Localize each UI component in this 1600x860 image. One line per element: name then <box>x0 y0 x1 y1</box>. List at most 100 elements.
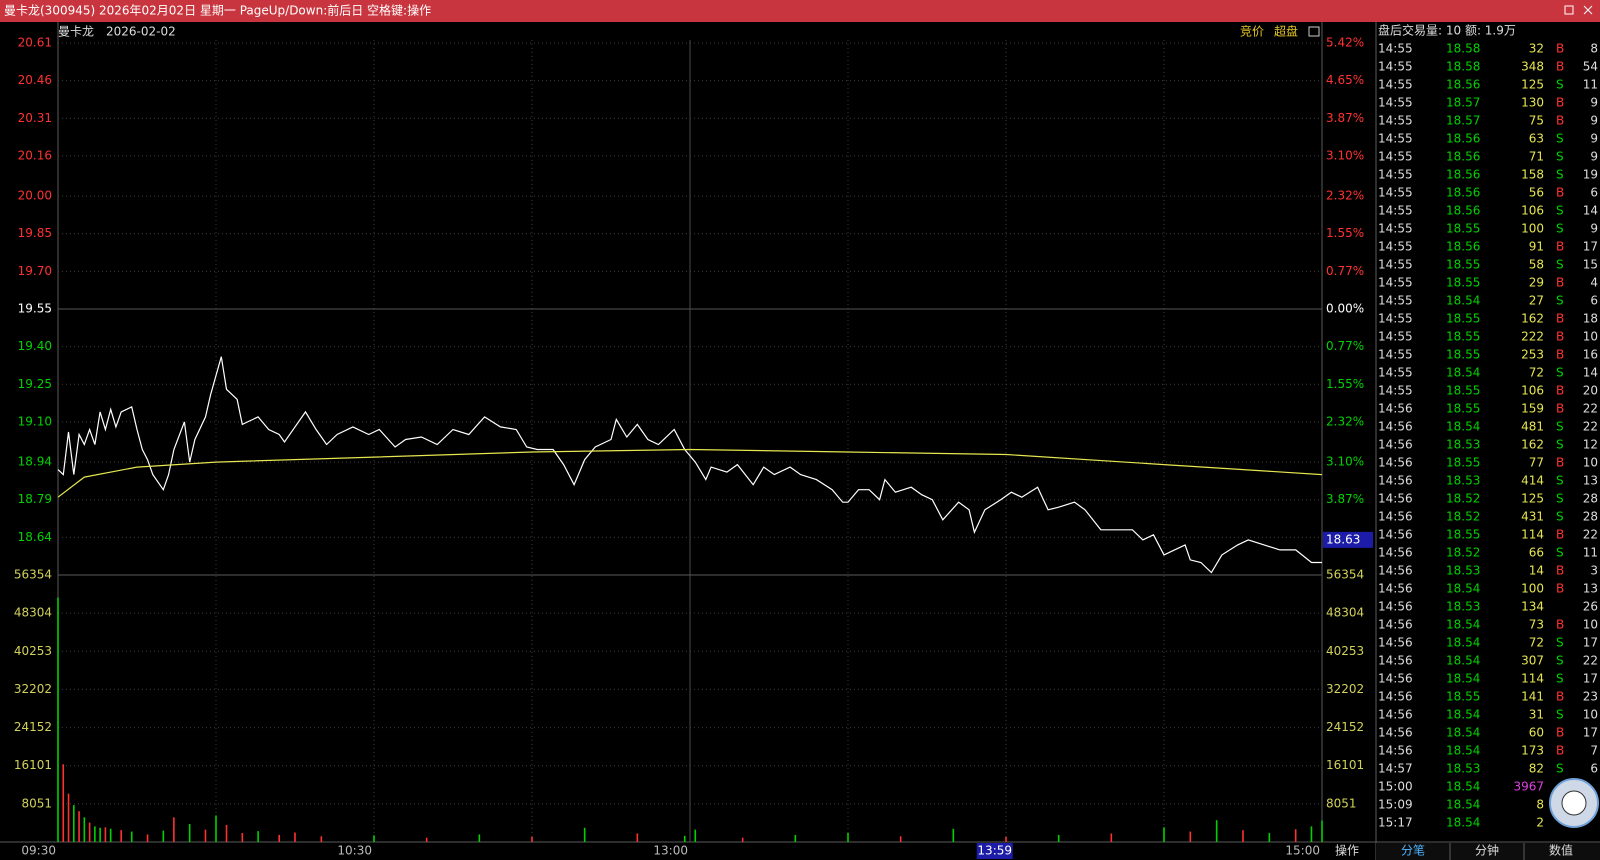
trade-count: 54 <box>1583 60 1598 74</box>
trade-price: 18.55 <box>1446 528 1480 542</box>
trade-count: 18 <box>1583 312 1598 326</box>
toolbar-icon[interactable] <box>1308 26 1320 37</box>
trade-volume: 158 <box>1521 168 1544 182</box>
trade-price: 18.56 <box>1446 132 1480 146</box>
volume-tick-label: 48304 <box>1326 606 1364 620</box>
trade-row: 14:56 18.53 134 26 <box>1378 600 1598 614</box>
volume-tick-label: 40253 <box>1326 644 1364 658</box>
trade-row: 14:56 18.55 141 B 23 <box>1378 690 1598 704</box>
trade-row: 14:55 18.56 158 S 19 <box>1378 168 1598 182</box>
volume-bar <box>294 832 296 842</box>
close-button[interactable] <box>1583 5 1593 15</box>
trade-count: 10 <box>1583 618 1598 632</box>
price-tick-label: 20.46 <box>18 73 52 87</box>
volume-bar <box>741 837 744 842</box>
trade-side: B <box>1556 240 1564 254</box>
trade-price: 18.54 <box>1446 420 1480 434</box>
trade-count: 17 <box>1583 672 1598 686</box>
volume-bar <box>173 817 175 842</box>
volume-tick-label: 16101 <box>14 758 52 772</box>
trade-row: 14:55 18.55 29 B 4 <box>1378 276 1598 290</box>
trade-row: 14:55 18.56 125 S 11 <box>1378 78 1598 92</box>
trade-price: 18.55 <box>1446 222 1480 236</box>
panel-tab[interactable]: 分钟 <box>1475 843 1499 858</box>
trade-side: B <box>1556 384 1564 398</box>
trade-row: 14:55 18.56 63 S 9 <box>1378 132 1598 146</box>
percent-tick-label: 2.32% <box>1326 189 1364 203</box>
percent-tick-label: 4.65% <box>1326 73 1364 87</box>
volume-tick-label: 32202 <box>14 682 52 696</box>
volume-tick-label: 8051 <box>1326 796 1357 810</box>
panel-tab[interactable]: 数值 <box>1549 843 1573 858</box>
trade-volume: 307 <box>1521 654 1544 668</box>
trade-volume: 173 <box>1521 744 1544 758</box>
trade-count: 9 <box>1590 114 1598 128</box>
volume-bar <box>583 827 586 842</box>
trade-price: 18.54 <box>1446 618 1480 632</box>
volume-bar <box>241 832 244 842</box>
price-tick-label: 19.25 <box>18 377 52 391</box>
trade-count: 19 <box>1583 168 1598 182</box>
volume-bar <box>683 835 686 842</box>
trade-volume: 100 <box>1521 222 1544 236</box>
trade-side: S <box>1556 474 1564 488</box>
trade-side: B <box>1556 618 1564 632</box>
trade-time: 14:55 <box>1378 222 1413 236</box>
window-controls[interactable] <box>1564 5 1593 15</box>
toolbar-button[interactable]: 超盘 <box>1274 24 1298 39</box>
trade-volume: 63 <box>1529 132 1544 146</box>
trade-time: 14:55 <box>1378 258 1413 272</box>
toolbar-button[interactable]: 竞价 <box>1240 25 1264 39</box>
trade-side: B <box>1556 330 1564 344</box>
chart-tab[interactable]: 操作 <box>1335 843 1359 858</box>
trade-side: S <box>1556 762 1564 776</box>
trade-count: 3 <box>1590 564 1598 578</box>
volume-bar <box>1310 826 1313 842</box>
trade-count: 9 <box>1590 222 1598 236</box>
trade-volume: 27 <box>1529 294 1544 308</box>
trade-time: 14:56 <box>1378 636 1413 650</box>
volume-tick-label: 56354 <box>1326 568 1364 582</box>
volume-bar <box>215 815 217 842</box>
trade-price: 18.54 <box>1446 294 1480 308</box>
restore-button[interactable] <box>1564 5 1574 15</box>
volume-bar <box>130 831 133 842</box>
trade-time: 15:17 <box>1378 816 1413 830</box>
trade-volume: 141 <box>1521 690 1544 704</box>
volume-tick-label: 8051 <box>21 796 52 810</box>
trade-time: 14:55 <box>1378 240 1413 254</box>
trade-volume: 66 <box>1529 546 1544 560</box>
trade-time: 14:55 <box>1378 114 1413 128</box>
trade-volume: 100 <box>1521 582 1544 596</box>
trade-price: 18.54 <box>1446 672 1480 686</box>
volume-tick-label: 24152 <box>1326 720 1364 734</box>
trade-row: 14:55 18.58 32 B 8 <box>1378 42 1598 56</box>
trade-side: B <box>1556 456 1564 470</box>
volume-bar <box>794 834 797 842</box>
trade-count: 15 <box>1583 258 1598 272</box>
trade-count: 23 <box>1583 690 1598 704</box>
trade-price: 18.54 <box>1446 708 1480 722</box>
trade-price: 18.57 <box>1446 96 1480 110</box>
trade-row: 14:56 18.52 125 S 28 <box>1378 492 1598 506</box>
trade-volume: 414 <box>1521 474 1544 488</box>
trade-row: 15:00 18.54 3967 <box>1378 780 1544 794</box>
trade-count: 26 <box>1583 600 1598 614</box>
panel-tab[interactable]: 分笔 <box>1401 843 1425 858</box>
trade-side: S <box>1556 132 1564 146</box>
trade-volume: 91 <box>1529 240 1544 254</box>
percent-tick-label: 3.87% <box>1326 111 1364 125</box>
volume-bar <box>1215 820 1218 842</box>
trade-volume: 32 <box>1529 42 1544 56</box>
trade-row: 14:56 18.53 14 B 3 <box>1378 564 1598 578</box>
trade-side: B <box>1556 744 1564 758</box>
trade-row: 14:55 18.57 75 B 9 <box>1378 114 1598 128</box>
trade-side: S <box>1556 366 1564 380</box>
trade-count: 6 <box>1590 186 1598 200</box>
trade-price: 18.55 <box>1446 312 1480 326</box>
trade-side: B <box>1556 726 1564 740</box>
volume-bar <box>1294 829 1297 842</box>
trade-time: 14:56 <box>1378 402 1413 416</box>
trade-time: 14:56 <box>1378 654 1413 668</box>
